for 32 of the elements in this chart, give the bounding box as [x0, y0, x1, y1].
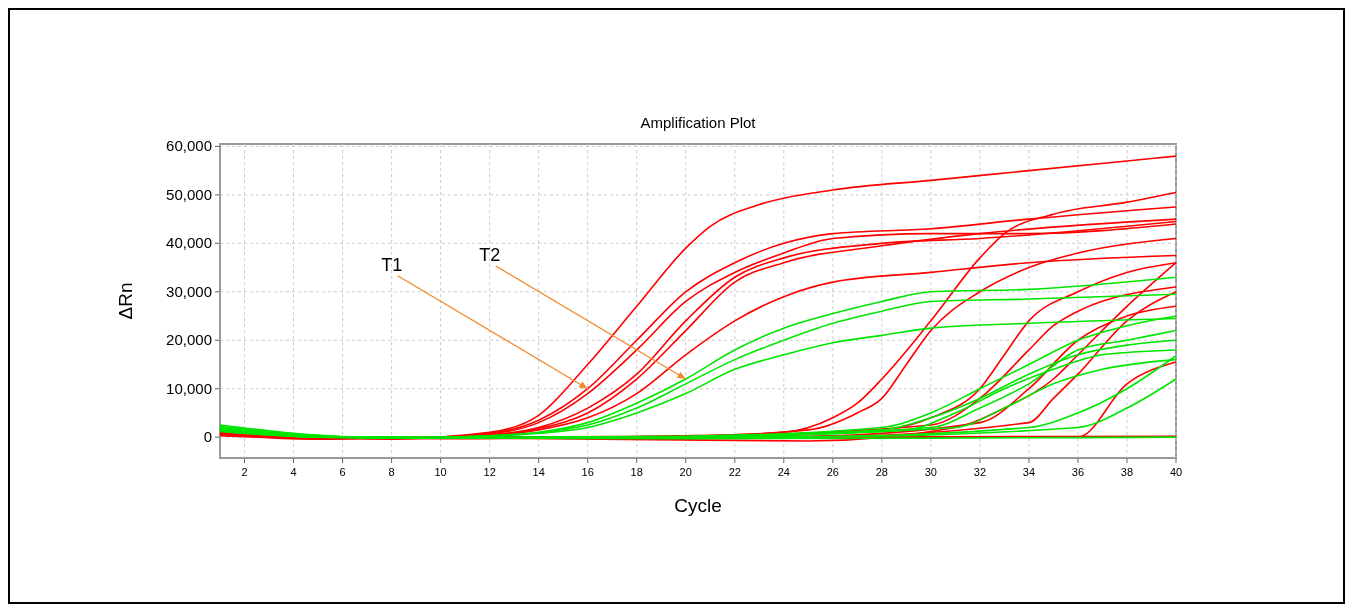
chart-title: Amplification Plot: [640, 114, 757, 131]
x-tick-label: 2: [241, 466, 248, 478]
x-tick-label: 40: [1169, 466, 1183, 478]
x-tick-label: 38: [1120, 466, 1134, 478]
x-tick-label: 6: [339, 466, 346, 478]
x-tick-label: 10: [434, 466, 447, 478]
x-tick-label: 30: [924, 466, 937, 478]
annotation: T2: [479, 245, 501, 266]
x-tick-label: 20: [679, 466, 692, 478]
x-tick-label: 26: [826, 466, 839, 478]
y-tick-label: 40,000: [166, 234, 212, 252]
annotation: T1: [381, 254, 403, 275]
y-tick-label: 20,000: [166, 331, 212, 349]
x-tick-label: 16: [581, 466, 594, 478]
y-axis-title: ΔRn: [115, 282, 136, 320]
x-axis-title: Cycle: [674, 495, 722, 516]
x-tick-label: 34: [1022, 466, 1036, 478]
x-tick-label: 18: [630, 466, 643, 478]
y-tick-label: 60,000: [166, 137, 212, 155]
x-tick-label: 32: [973, 466, 987, 478]
x-tick-label: 14: [532, 466, 545, 478]
y-tick-label: 50,000: [166, 185, 212, 203]
y-tick-label: 0: [203, 428, 212, 446]
x-tick-label: 4: [290, 466, 297, 478]
y-tick-label: 30,000: [166, 282, 212, 300]
x-tick-label: 8: [388, 466, 395, 478]
x-tick-label: 24: [777, 466, 790, 478]
x-tick-label: 36: [1071, 466, 1085, 478]
x-tick-label: 28: [875, 466, 888, 478]
y-tick-label: 10,000: [166, 379, 212, 397]
x-tick-label: 12: [483, 466, 496, 478]
x-tick-label: 22: [728, 466, 741, 478]
